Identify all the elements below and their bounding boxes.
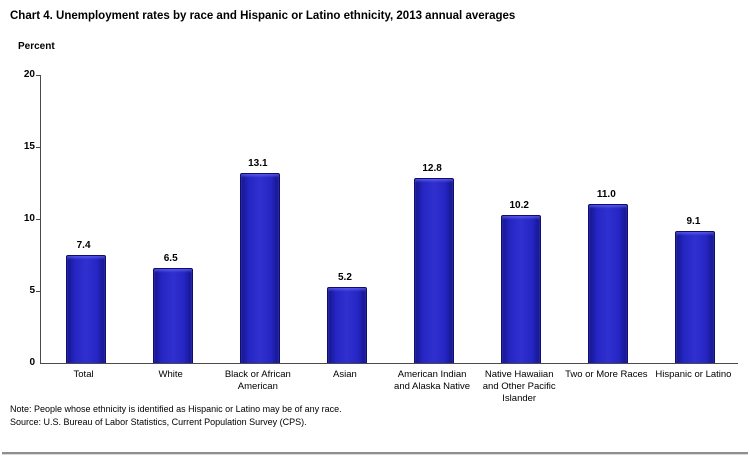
bar <box>414 177 455 363</box>
y-axis-tick-label: 10 <box>23 213 35 224</box>
x-axis-category-label: Two or More Races <box>565 369 648 380</box>
x-axis-category-label: Native Hawaiian and Other Pacific Islander <box>482 369 556 404</box>
y-axis-tick-label: 20 <box>23 69 35 80</box>
x-axis-category-label: Hispanic or Latino <box>655 369 732 380</box>
footnotes: Note: People whose ethnicity is identifi… <box>10 403 342 429</box>
bar-value-label: 11.0 <box>596 188 616 200</box>
x-axis-category-label: Black or African American <box>224 369 291 392</box>
bar <box>326 287 367 363</box>
bar <box>501 215 542 363</box>
plot-area <box>36 74 738 364</box>
source-line: Source: U.S. Bureau of Labor Statistics,… <box>10 417 307 427</box>
footer-divider <box>2 452 748 455</box>
y-axis-tick <box>36 218 41 220</box>
y-axis-tick <box>36 146 41 148</box>
bar-value-label: 10.2 <box>509 200 529 212</box>
bar-value-label: 13.1 <box>248 158 268 170</box>
x-axis-category-label: American Indian and Alaska Native <box>394 369 471 392</box>
chart-title: Chart 4. Unemployment rates by race and … <box>10 10 516 22</box>
y-axis-tick <box>36 290 41 292</box>
bar <box>588 203 629 363</box>
bar <box>65 255 106 363</box>
bar-value-label: 6.5 <box>163 253 178 265</box>
bar <box>675 230 716 363</box>
y-axis-unit-label: Percent <box>18 41 55 52</box>
x-axis-category-label: Asian <box>333 369 357 380</box>
x-axis-category-label: Total <box>73 369 94 380</box>
bar-value-label: 7.4 <box>76 240 91 252</box>
bar-value-label: 9.1 <box>686 215 701 227</box>
note-line: Note: People whose ethnicity is identifi… <box>10 404 342 414</box>
y-axis-tick-label: 0 <box>29 357 35 368</box>
bar <box>152 268 193 363</box>
bar <box>239 173 280 363</box>
y-axis-tick-label: 15 <box>23 141 35 152</box>
x-axis-category-label: White <box>158 369 183 380</box>
bar-value-label: 5.2 <box>337 272 352 284</box>
y-axis-tick-label: 5 <box>29 285 35 296</box>
y-axis-tick <box>36 74 41 76</box>
bar-value-label: 12.8 <box>422 162 442 174</box>
